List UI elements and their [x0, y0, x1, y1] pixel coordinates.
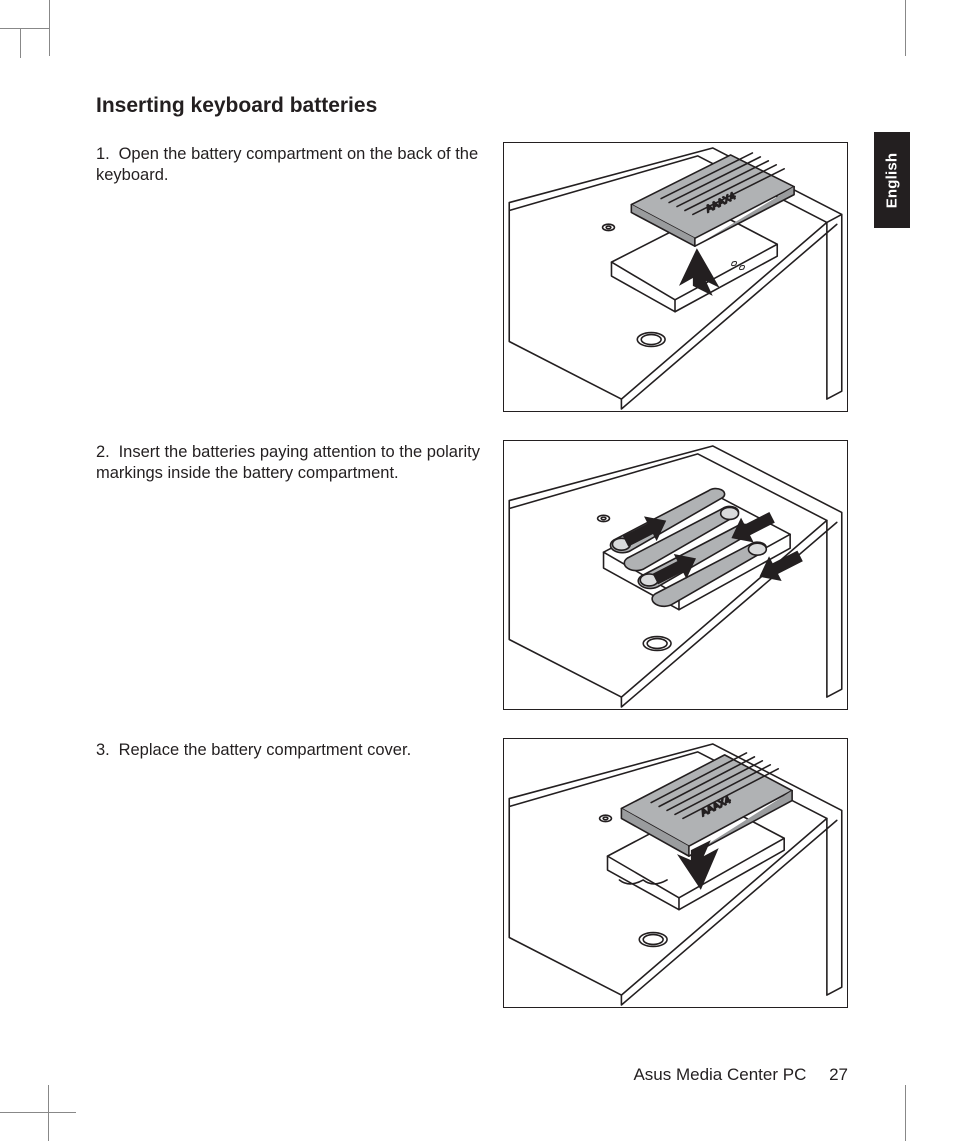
steps-list: 1. Open the battery compartment on the b… — [96, 142, 848, 1008]
step-item: 3. Replace the battery compartment cover… — [96, 738, 848, 1008]
content-area: Inserting keyboard batteries 1. Open the… — [96, 94, 848, 1045]
section-heading: Inserting keyboard batteries — [96, 94, 848, 118]
crop-mark — [20, 28, 50, 58]
page-footer: Asus Media Center PC 27 — [633, 1065, 848, 1085]
step-item: 2. Insert the batteries paying attention… — [96, 440, 848, 710]
step-text: 1. Open the battery compartment on the b… — [96, 142, 485, 186]
figure-open-cover: AAAX4 — [503, 142, 848, 412]
figure-close-cover: AAAX4 — [503, 738, 848, 1008]
step-body: Insert the batteries paying attention to… — [96, 443, 480, 482]
footer-title: Asus Media Center PC — [633, 1065, 806, 1084]
step-text: 3. Replace the battery compartment cover… — [96, 738, 485, 761]
language-tab-label: English — [884, 152, 901, 208]
step-number: 3. — [96, 740, 114, 761]
step-item: 1. Open the battery compartment on the b… — [96, 142, 848, 412]
step-number: 1. — [96, 144, 114, 165]
page: English Inserting keyboard batteries 1. … — [50, 56, 904, 1085]
step-text: 2. Insert the batteries paying attention… — [96, 440, 485, 484]
crop-mark — [0, 28, 50, 29]
step-number: 2. — [96, 442, 114, 463]
step-body: Replace the battery compartment cover. — [119, 741, 412, 759]
figure-insert-batteries — [503, 440, 848, 710]
step-body: Open the battery compartment on the back… — [96, 145, 478, 184]
language-tab: English — [874, 132, 910, 228]
crop-mark — [0, 1112, 50, 1113]
page-number: 27 — [829, 1065, 848, 1084]
